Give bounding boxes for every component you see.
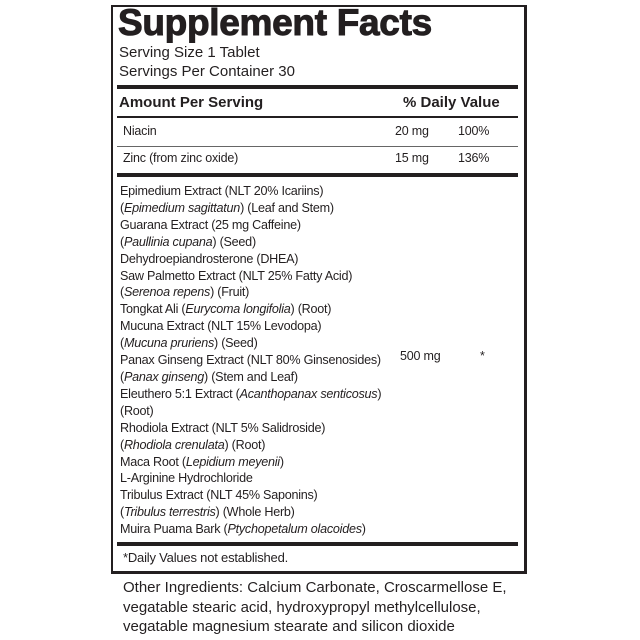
nutrient-name: Niacin bbox=[123, 124, 157, 138]
ingredient-text: L-Arginine Hydrochloride bbox=[120, 471, 253, 486]
ingredient-text: Maca Root ( bbox=[120, 454, 186, 469]
blend-amount: 500 mg bbox=[400, 349, 441, 363]
ingredient-line: (Rhodiola crenulata) (Root) bbox=[120, 437, 381, 454]
ingredient-text: Guarana Extract (25 mg Caffeine) bbox=[120, 217, 301, 232]
ingredient-text: Dehydroepiandrosterone (DHEA) bbox=[120, 251, 299, 266]
ingredient-text: ( bbox=[120, 234, 124, 249]
ingredient-text: ) (Leaf and Stem) bbox=[240, 200, 334, 215]
ingredient-text: ) (Root) bbox=[290, 302, 332, 317]
footnote: *Daily Values not established. bbox=[123, 550, 289, 565]
botanical-name: Acanthopanax senticosus bbox=[239, 386, 378, 401]
nutrient-amount: 20 mg bbox=[395, 124, 429, 138]
ingredient-text: ) bbox=[361, 522, 366, 537]
blend-dv: * bbox=[480, 349, 485, 363]
ingredient-text: ) bbox=[377, 386, 382, 401]
ingredient-line: Muira Puama Bark (Ptychopetalum olacoide… bbox=[120, 521, 381, 538]
ingredient-text: ) (Seed) bbox=[214, 336, 258, 351]
other-ingredients-line: Other Ingredients: Calcium Carbonate, Cr… bbox=[123, 579, 507, 596]
ingredient-text: (Root) bbox=[120, 403, 154, 418]
ingredient-text: ) (Seed) bbox=[212, 234, 256, 249]
ingredient-line: (Serenoa repens) (Fruit) bbox=[120, 284, 381, 301]
ingredient-line: (Paullinia cupana) (Seed) bbox=[120, 234, 381, 251]
ingredient-text: ( bbox=[120, 369, 124, 384]
ingredient-text: Panax Ginseng Extract (NLT 80% Ginsenosi… bbox=[120, 353, 381, 368]
ingredient-line: Panax Ginseng Extract (NLT 80% Ginsenosi… bbox=[120, 352, 381, 369]
ingredient-line: Maca Root (Lepidium meyenii) bbox=[120, 454, 381, 471]
botanical-name: Mucuna pruriens bbox=[123, 336, 215, 351]
other-ingredients: Other Ingredients: Calcium Carbonate, Cr… bbox=[123, 578, 507, 637]
amount-per-serving-header: Amount Per Serving bbox=[119, 94, 264, 111]
ingredient-line: Saw Palmetto Extract (NLT 25% Fatty Acid… bbox=[120, 268, 381, 285]
proprietary-blend-list: Epimedium Extract (NLT 20% Icariins) (Epi… bbox=[120, 183, 382, 538]
ingredient-text: Muira Puama Bark ( bbox=[120, 522, 228, 537]
supplement-facts-panel bbox=[111, 5, 527, 574]
ingredient-line: L-Arginine Hydrochloride bbox=[120, 470, 381, 487]
servings-per-container: Servings Per Container 30 bbox=[119, 63, 295, 80]
ingredient-line: Rhodiola Extract (NLT 5% Salidroside) bbox=[120, 420, 381, 437]
divider-thin bbox=[117, 146, 518, 147]
divider-thick bbox=[117, 85, 518, 89]
ingredient-text: ) (Fruit) bbox=[210, 285, 250, 300]
ingredient-text: ) (Root) bbox=[224, 437, 266, 452]
ingredient-line: Mucuna Extract (NLT 15% Levodopa) bbox=[120, 318, 381, 335]
ingredient-line: (Panax ginseng) (Stem and Leaf) bbox=[120, 369, 381, 386]
nutrient-name: Zinc (from zinc oxide) bbox=[123, 151, 239, 165]
ingredient-line: Epimedium Extract (NLT 20% Icariins) bbox=[120, 183, 381, 200]
ingredient-text: ) (Whole Herb) bbox=[215, 505, 295, 520]
serving-size: Serving Size 1 Tablet bbox=[119, 44, 260, 61]
nutrient-dv: 100% bbox=[458, 124, 490, 138]
ingredient-line: (Epimedium sagittatun) (Leaf and Stem) bbox=[120, 200, 381, 217]
ingredient-text: Mucuna Extract (NLT 15% Levodopa) bbox=[120, 319, 322, 334]
ingredient-line: (Mucuna pruriens) (Seed) bbox=[120, 335, 381, 352]
botanical-name: Ptychopetalum olacoides bbox=[227, 522, 362, 537]
ingredient-line: (Root) bbox=[120, 403, 381, 420]
ingredient-text: ) (Stem and Leaf) bbox=[204, 369, 298, 384]
divider bbox=[117, 116, 518, 118]
ingredient-line: (Tribulus terrestris) (Whole Herb) bbox=[120, 504, 381, 521]
daily-value-header: % Daily Value bbox=[403, 94, 500, 111]
ingredient-text: ( bbox=[120, 437, 124, 452]
ingredient-text: Eleuthero 5:1 Extract ( bbox=[120, 386, 240, 401]
botanical-name: Epimedium sagittatun bbox=[123, 200, 241, 215]
botanical-name: Eurycoma longifolia bbox=[185, 302, 291, 317]
other-ingredients-line: vegatable stearic acid, hydroxypropyl me… bbox=[123, 598, 481, 616]
ingredient-text: Epimedium Extract (NLT 20% Icariins) bbox=[120, 184, 324, 198]
ingredient-line: Tribulus Extract (NLT 45% Saponins) bbox=[120, 487, 381, 504]
other-ingredients-line: vegatable magnesium stearate and silicon… bbox=[123, 618, 455, 635]
divider-thick bbox=[117, 173, 518, 177]
ingredient-line: Guarana Extract (25 mg Caffeine) bbox=[120, 217, 381, 234]
botanical-name: Panax ginseng bbox=[123, 369, 205, 384]
ingredient-line: Tongkat Ali (Eurycoma longifolia) (Root) bbox=[120, 301, 381, 318]
botanical-name: Lepidium meyenii bbox=[185, 454, 280, 469]
ingredient-text: ( bbox=[120, 505, 124, 520]
divider-thick bbox=[117, 542, 518, 546]
ingredient-text: ) bbox=[279, 454, 284, 469]
ingredient-text: ( bbox=[120, 200, 124, 215]
ingredient-text: ( bbox=[120, 285, 124, 300]
ingredient-text: ( bbox=[120, 336, 124, 351]
nutrient-amount: 15 mg bbox=[395, 151, 429, 165]
ingredient-line: Eleuthero 5:1 Extract (Acanthopanax sent… bbox=[120, 386, 382, 403]
botanical-name: Paullinia cupana bbox=[123, 234, 213, 249]
ingredient-text: Rhodiola Extract (NLT 5% Salidroside) bbox=[120, 420, 326, 435]
nutrient-dv: 136% bbox=[458, 151, 490, 165]
botanical-name: Serenoa repens bbox=[123, 285, 211, 300]
ingredient-text: Tongkat Ali ( bbox=[120, 302, 186, 317]
ingredient-text: Tribulus Extract (NLT 45% Saponins) bbox=[120, 488, 318, 503]
botanical-name: Tribulus terrestris bbox=[123, 505, 216, 520]
ingredient-line: Dehydroepiandrosterone (DHEA) bbox=[120, 251, 381, 268]
panel-title: Supplement Facts bbox=[118, 2, 433, 44]
botanical-name: Rhodiola crenulata bbox=[123, 437, 225, 452]
ingredient-text: Saw Palmetto Extract (NLT 25% Fatty Acid… bbox=[120, 268, 353, 283]
